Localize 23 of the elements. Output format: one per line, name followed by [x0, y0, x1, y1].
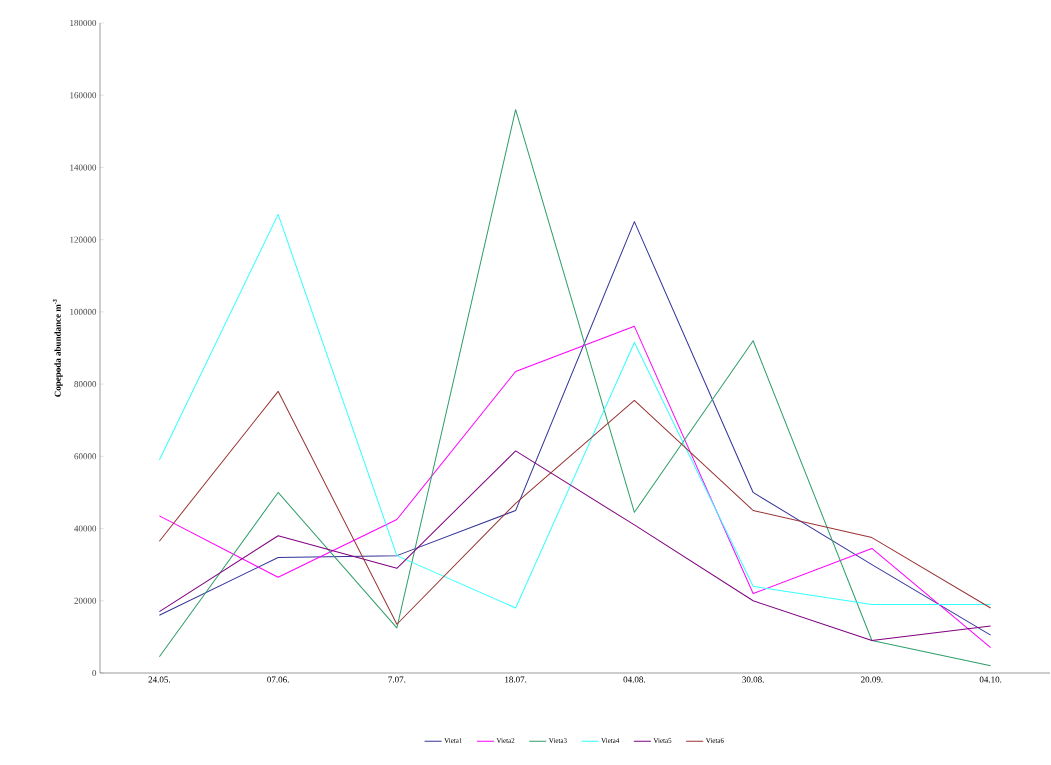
- y-tick-label: 40000: [74, 525, 97, 532]
- x-tick-label: 07.06.: [267, 676, 289, 683]
- y-tick-label: 80000: [74, 381, 97, 388]
- line-series: [158, 450, 992, 641]
- x-tick-label: 04.08.: [623, 676, 646, 683]
- x-tick-label: 30.08.: [742, 676, 764, 683]
- x-tick-label: 04.10.: [979, 676, 1002, 683]
- y-axis-title: Copepoda abundance m$^{-3}$: [52, 299, 63, 397]
- y-tick-label: 160000: [70, 92, 97, 99]
- x-tick-label: 24.05.: [148, 676, 171, 683]
- y-tick-label: 20000: [74, 597, 97, 604]
- line-series: [158, 325, 992, 649]
- x-tick-label: 18.07.: [505, 676, 527, 683]
- y-tick-label: 120000: [70, 236, 97, 243]
- y-tick-label: 140000: [70, 164, 97, 171]
- y-tick-label: 60000: [74, 453, 97, 460]
- x-tick-label: 20.09.: [861, 676, 883, 683]
- y-tick-label: 0: [92, 669, 97, 677]
- y-tick-label: 100000: [70, 308, 97, 315]
- y-tick-label: 180000: [70, 19, 97, 27]
- line-series: [158, 109, 992, 667]
- x-tick-label: 7.07.: [388, 676, 406, 683]
- line-series: [158, 390, 992, 625]
